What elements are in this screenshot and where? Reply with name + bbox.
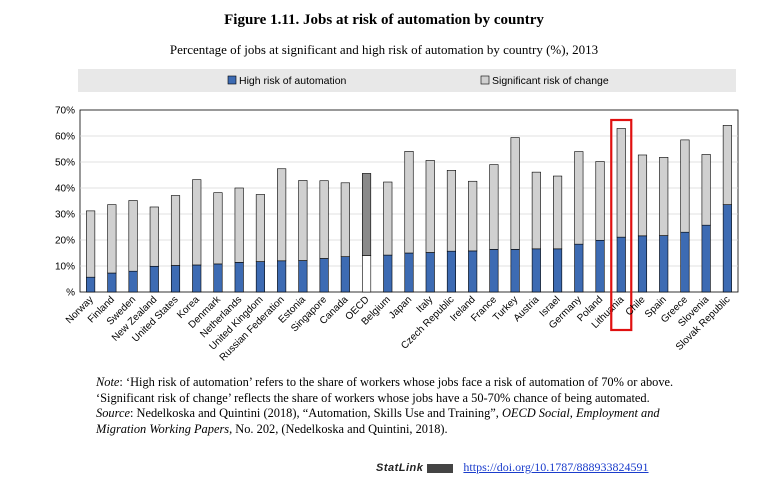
bar-high-risk (425, 252, 435, 293)
bar-significant-risk (319, 180, 329, 259)
chart-subtitle: Percentage of jobs at significant and hi… (169, 42, 599, 57)
bar-significant-risk (680, 139, 690, 233)
bar-significant-risk (107, 204, 117, 274)
bar-significant-risk (404, 151, 414, 254)
bar-high-risk (531, 248, 541, 293)
bar-high-risk (680, 231, 690, 293)
y-tick-label: 50% (55, 158, 75, 169)
source-paragraph: Source: Nedelkoska and Quintini (2018), … (96, 406, 706, 437)
highlight-box (610, 118, 633, 332)
y-tick-label: 40% (55, 184, 75, 195)
bar-high-risk (489, 249, 499, 293)
bar-significant-risk (340, 182, 350, 257)
bar-high-risk (383, 254, 393, 293)
legend-background (78, 69, 736, 92)
bar-high-risk (192, 264, 202, 293)
bar-high-risk (149, 265, 159, 293)
note-label: Note (96, 375, 120, 389)
statlink-logo-icon (427, 463, 454, 473)
statlink-brand: StatLink (376, 462, 424, 474)
y-tick-label: % (66, 288, 75, 299)
legend-label: Significant risk of change (492, 75, 609, 87)
bar-significant-risk (489, 164, 499, 250)
bar-high-risk (213, 263, 223, 293)
bar-significant-risk (234, 187, 244, 263)
bar-high-risk (446, 250, 457, 293)
notes-block: Note: ‘High risk of automation’ refers t… (96, 375, 706, 437)
chart-title: Figure 1.11. Jobs at risk of automation … (224, 12, 544, 28)
bar-significant-risk (722, 125, 732, 205)
source-publication: OECD Social, Employment and Migration Wo… (96, 406, 660, 436)
statlink: StatLink https://doi.org/10.1787/88893382… (376, 460, 649, 475)
bar-significant-risk (361, 173, 372, 256)
bar-high-risk (234, 262, 244, 293)
bar-high-risk (701, 224, 711, 293)
bar-significant-risk (255, 194, 265, 262)
note-text: : ‘High risk of automation’ refers to th… (96, 375, 674, 405)
bar-high-risk (361, 255, 372, 293)
y-tick-label: 60% (55, 132, 75, 143)
y-tick-label: 70% (55, 106, 75, 117)
bar-high-risk (340, 256, 350, 293)
bar-high-risk (319, 258, 329, 293)
bar-significant-risk (192, 179, 202, 266)
legend-swatch (480, 75, 490, 85)
bar-significant-risk (574, 151, 584, 245)
legend-label: High risk of automation (239, 75, 347, 87)
bar-high-risk (722, 204, 732, 293)
bar-significant-risk (277, 168, 287, 262)
bar-significant-risk (298, 180, 308, 261)
y-tick-label: 10% (55, 262, 75, 273)
bar-significant-risk (553, 175, 563, 250)
bar-significant-risk (510, 137, 520, 250)
bar-high-risk (255, 261, 265, 293)
bar-high-risk (128, 270, 138, 293)
bar-high-risk (553, 248, 563, 293)
legend-swatch (227, 75, 237, 85)
bar-significant-risk (170, 195, 181, 266)
bar-significant-risk (149, 206, 159, 267)
bar-significant-risk (616, 128, 626, 238)
bar-significant-risk (213, 192, 223, 265)
bar-significant-risk (595, 161, 605, 241)
bar-high-risk (574, 243, 584, 293)
bar-high-risk (468, 250, 478, 293)
y-tick-label: 20% (55, 236, 75, 247)
note-paragraph: Note: ‘High risk of automation’ refers t… (96, 375, 706, 406)
bar-significant-risk (468, 180, 478, 252)
bar-significant-risk (637, 154, 648, 237)
bar-significant-risk (128, 200, 138, 272)
source-text-1: : Nedelkoska and Quintini (2018), “Autom… (129, 406, 502, 420)
bar-high-risk (170, 265, 181, 293)
bar-significant-risk (425, 160, 435, 253)
bar-high-risk (616, 236, 626, 293)
bar-high-risk (510, 249, 520, 293)
bar-significant-risk (383, 181, 393, 256)
bar-high-risk (298, 260, 308, 293)
bar-high-risk (595, 239, 605, 293)
bar-high-risk (659, 235, 669, 293)
bar-significant-risk (701, 154, 711, 226)
bar-high-risk (404, 252, 414, 293)
bar-significant-risk (86, 210, 96, 278)
bar-significant-risk (446, 170, 457, 252)
source-label: Source (96, 406, 130, 420)
bar-high-risk (86, 276, 96, 293)
bar-significant-risk (531, 171, 541, 250)
stacked-bar-chart: High risk of automation Significant risk … (55, 69, 739, 363)
bar-significant-risk (659, 157, 669, 236)
source-text-2: , No. 202, (Nedelkoska and Quintini, 201… (229, 421, 448, 436)
bar-high-risk (277, 260, 287, 293)
y-tick-label: 30% (55, 210, 75, 221)
bar-high-risk (637, 235, 648, 293)
bar-high-risk (107, 272, 117, 293)
x-tick-label: Japan (387, 294, 414, 321)
statlink-url-link[interactable]: https://doi.org/10.1787/888933824591 (463, 460, 649, 474)
